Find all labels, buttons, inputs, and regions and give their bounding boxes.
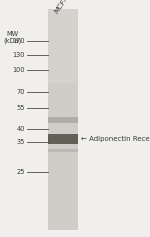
Text: MW
(kDa): MW (kDa) (4, 31, 22, 44)
Bar (48, 9, 78, 230)
Bar (48, 9, 78, 83)
Text: 130: 130 (12, 51, 25, 58)
Text: ← Adiponectin Receptor 1: ← Adiponectin Receptor 1 (81, 136, 150, 142)
Bar (48, 83, 78, 156)
Text: 70: 70 (16, 89, 25, 96)
Text: 170: 170 (12, 38, 25, 45)
Bar (48, 156, 78, 230)
Text: 40: 40 (16, 126, 25, 132)
Text: 35: 35 (16, 139, 25, 145)
Bar (48, 149, 78, 152)
Bar (48, 118, 78, 123)
Text: 25: 25 (16, 169, 25, 175)
Text: 55: 55 (16, 105, 25, 111)
Text: MCF-7: MCF-7 (54, 0, 72, 14)
Bar (48, 134, 78, 144)
Text: 100: 100 (12, 67, 25, 73)
